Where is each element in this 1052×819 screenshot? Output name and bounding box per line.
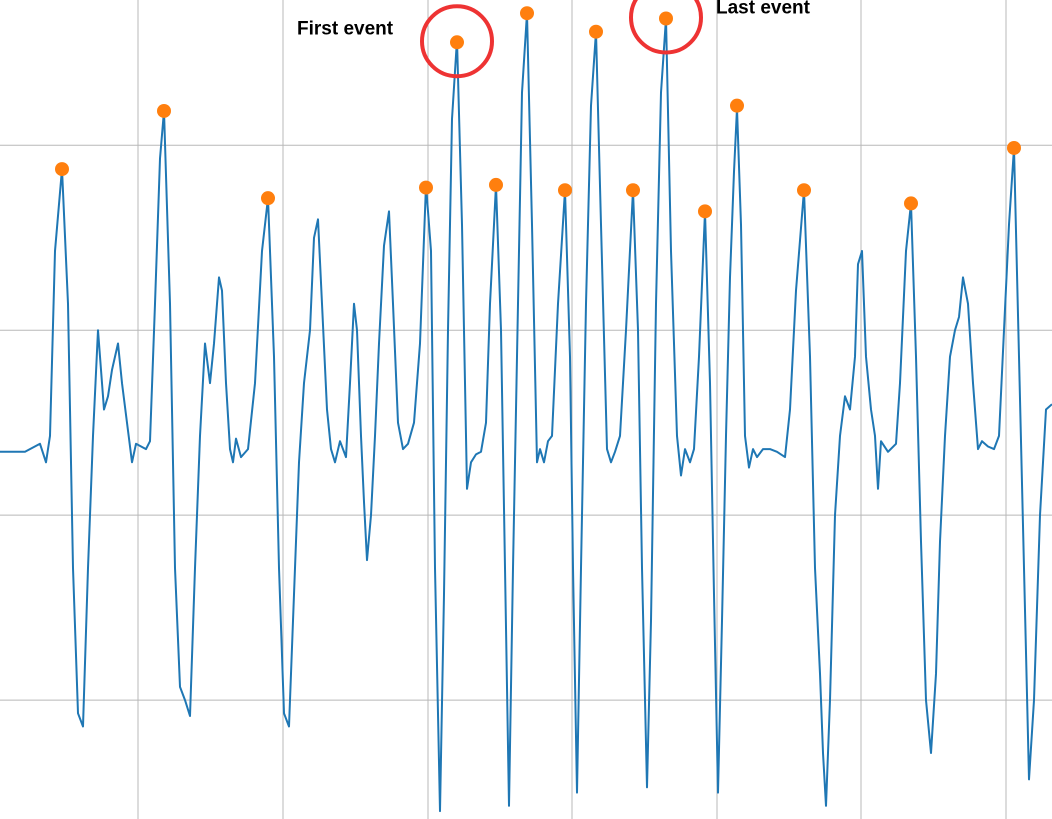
peak-point: [797, 183, 811, 198]
highlight-rings: [420, 0, 703, 79]
signal-line: [0, 12, 1052, 813]
peak-point: [1007, 140, 1021, 155]
peak-point: [489, 177, 503, 192]
peak-point: [450, 35, 464, 50]
peak-point: [520, 6, 534, 21]
last-event-label: Last event: [716, 0, 811, 18]
peak-point: [261, 191, 275, 206]
highlight-ring: [420, 4, 494, 79]
peak-point: [589, 24, 603, 39]
highlight-ring: [629, 0, 703, 55]
annotations: First event Last event: [297, 0, 811, 40]
peak-point: [626, 183, 640, 198]
peak-point: [730, 98, 744, 113]
peak-point: [558, 183, 572, 198]
first-event-label: First event: [297, 19, 394, 40]
peak-point: [419, 180, 433, 195]
peak-point: [698, 204, 712, 219]
peak-point: [659, 11, 673, 26]
peak-point: [157, 103, 171, 118]
peak-point: [55, 162, 69, 177]
peak-point: [904, 196, 918, 211]
peak-markers: [55, 6, 1021, 219]
